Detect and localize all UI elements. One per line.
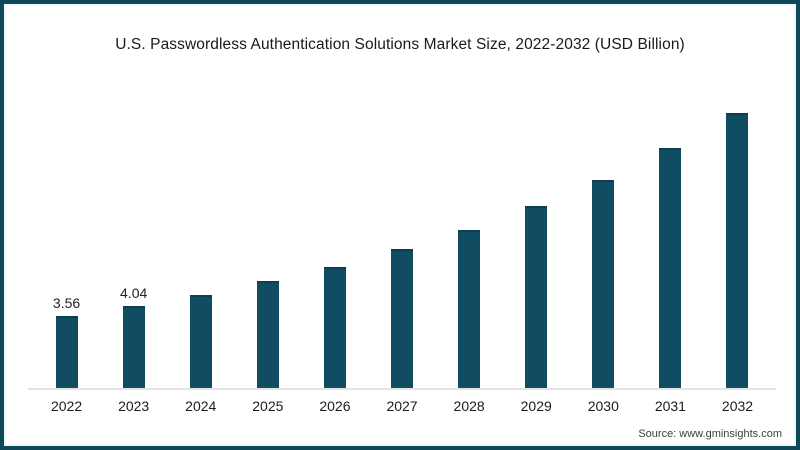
bar-2028 bbox=[458, 230, 481, 388]
bar-2031 bbox=[659, 147, 682, 388]
bar-column-2030 bbox=[570, 105, 637, 388]
bar-column-2026 bbox=[301, 105, 368, 388]
bar-column-2027 bbox=[368, 105, 435, 388]
x-tick-label-2022: 2022 bbox=[50, 398, 83, 414]
bar-2024 bbox=[189, 295, 212, 388]
bar-column-2023: 4.04 bbox=[100, 105, 167, 388]
bar-column-2022: 3.56 bbox=[33, 105, 100, 388]
x-tick-label-2029: 2029 bbox=[520, 398, 552, 414]
x-tick-label-2031: 2031 bbox=[654, 398, 686, 414]
bar-column-2029 bbox=[503, 105, 570, 388]
bar-column-2032 bbox=[704, 105, 771, 388]
bar-2022 bbox=[55, 316, 78, 388]
bar-column-2024 bbox=[167, 105, 234, 388]
x-tick-label-2030: 2030 bbox=[587, 398, 619, 414]
bar-2025 bbox=[256, 280, 279, 388]
source-attribution: Source: www.gminsights.com bbox=[638, 428, 782, 440]
x-tick-label-2032: 2032 bbox=[721, 398, 754, 414]
x-tick-label-2027: 2027 bbox=[386, 398, 418, 414]
chart-title: U.S. Passwordless Authentication Solutio… bbox=[115, 36, 685, 53]
x-tick-label-2026: 2026 bbox=[319, 398, 351, 414]
value-label-2022: 3.56 bbox=[52, 295, 81, 311]
bar-2030 bbox=[592, 179, 615, 388]
bar-2032 bbox=[726, 113, 749, 388]
bar-column-2025 bbox=[234, 105, 301, 388]
x-tick-label-2025: 2025 bbox=[252, 398, 284, 414]
x-tick-label-2028: 2028 bbox=[453, 398, 485, 414]
x-axis-labels: 2022 2023 2024 2025 2026 2027 2028 2029 2030 2031… bbox=[33, 398, 771, 414]
plot-area: 3.56 4.04 bbox=[33, 105, 771, 388]
bar-2029 bbox=[525, 206, 548, 388]
value-label-2023: 4.04 bbox=[120, 285, 148, 302]
bar-2026 bbox=[323, 266, 346, 388]
bar-column-2031 bbox=[637, 105, 704, 388]
x-tick-label-2023: 2023 bbox=[118, 398, 150, 414]
x-axis-line bbox=[28, 388, 776, 390]
bar-2027 bbox=[391, 248, 414, 388]
bar-column-2028 bbox=[436, 105, 503, 388]
bar-2023 bbox=[122, 306, 145, 388]
x-tick-label-2024: 2024 bbox=[185, 398, 217, 414]
